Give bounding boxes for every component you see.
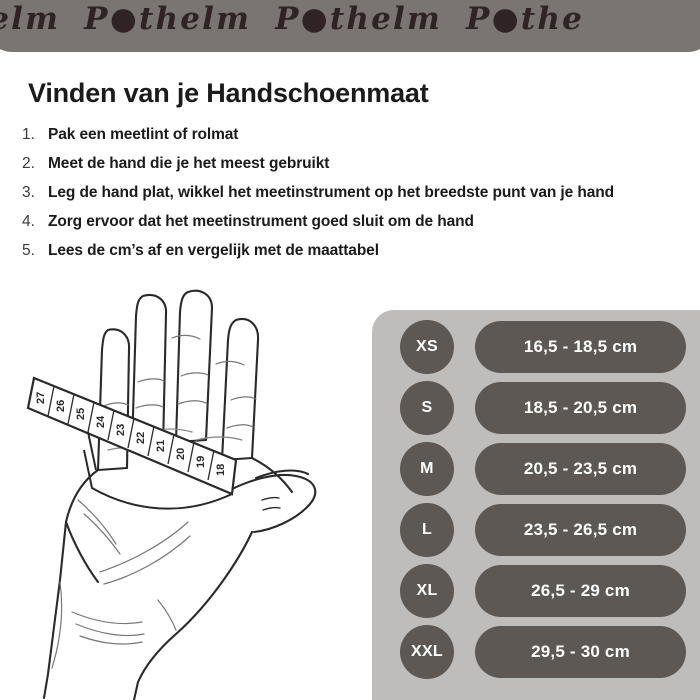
list-item: 2. Meet de hand die je het meest gebruik… bbox=[22, 155, 672, 184]
step-text: Leg de hand plat, wikkel het meetinstrum… bbox=[48, 184, 614, 201]
size-badge: M bbox=[400, 442, 454, 496]
list-item: 5. Lees de cm’s af en vergelijk met de m… bbox=[22, 242, 672, 271]
table-row: XS 16,5 - 18,5 cm bbox=[372, 320, 700, 374]
tape-number: 22 bbox=[135, 432, 147, 444]
tape-number: 25 bbox=[75, 408, 87, 420]
step-number: 5. bbox=[22, 242, 35, 259]
size-range: 20,5 - 23,5 cm bbox=[475, 443, 686, 495]
tape-number: 18 bbox=[215, 464, 227, 476]
tape-number: 21 bbox=[155, 440, 167, 452]
table-row: S 18,5 - 20,5 cm bbox=[372, 381, 700, 435]
table-row: M 20,5 - 23,5 cm bbox=[372, 442, 700, 496]
size-badge: XS bbox=[400, 320, 454, 374]
step-number: 2. bbox=[22, 155, 35, 172]
brand-banner-text: thelm P●thelm P●thelm P●the bbox=[0, 0, 608, 39]
brand-word-partial: thelm bbox=[0, 1, 61, 37]
step-number: 1. bbox=[22, 126, 35, 143]
brand-banner: thelm P●thelm P●thelm P●the bbox=[0, 0, 700, 52]
tape-number: 27 bbox=[35, 392, 47, 404]
step-number: 4. bbox=[22, 213, 35, 230]
size-badge: S bbox=[400, 381, 454, 435]
step-text: Pak een meetlint of rolmat bbox=[48, 126, 239, 143]
table-row: L 23,5 - 26,5 cm bbox=[372, 503, 700, 557]
measuring-tape-lower-wrap bbox=[83, 431, 233, 510]
tape-number: 19 bbox=[195, 456, 207, 468]
tape-number: 20 bbox=[175, 448, 187, 460]
step-text: Zorg ervoor dat het meetinstrument goed … bbox=[48, 213, 474, 230]
list-item: 4. Zorg ervoor dat het meetinstrument go… bbox=[22, 213, 672, 242]
size-range: 23,5 - 26,5 cm bbox=[475, 504, 686, 556]
tape-number: 23 bbox=[115, 424, 127, 436]
size-range: 16,5 - 18,5 cm bbox=[475, 321, 686, 373]
table-row: XXL 29,5 - 30 cm bbox=[372, 625, 700, 679]
hand-with-measuring-tape-illustration: 27 26 25 24 23 22 21 20 19 18 bbox=[26, 289, 317, 700]
table-row: XL 26,5 - 29 cm bbox=[372, 564, 700, 618]
size-badge: L bbox=[400, 503, 454, 557]
list-item: 3. Leg de hand plat, wikkel het meetinst… bbox=[22, 184, 672, 213]
helmet-icon: ● bbox=[300, 1, 330, 37]
tape-number: 24 bbox=[95, 415, 107, 428]
size-range: 26,5 - 29 cm bbox=[475, 565, 686, 617]
size-range: 29,5 - 30 cm bbox=[475, 626, 686, 678]
size-table-panel: XS 16,5 - 18,5 cm S 18,5 - 20,5 cm M 20,… bbox=[372, 310, 700, 700]
helmet-icon: ● bbox=[491, 1, 521, 37]
brand-word-3: P●the bbox=[466, 1, 584, 37]
step-text: Lees de cm’s af en vergelijk met de maat… bbox=[48, 242, 379, 259]
page-title: Vinden van je Handschoenmaat bbox=[28, 78, 429, 108]
size-range: 18,5 - 20,5 cm bbox=[475, 382, 686, 434]
tape-number: 26 bbox=[55, 400, 67, 412]
list-item: 1. Pak een meetlint of rolmat bbox=[22, 126, 672, 155]
size-badge: XL bbox=[400, 564, 454, 618]
size-badge: XXL bbox=[400, 625, 454, 679]
step-text: Meet de hand die je het meest gebruikt bbox=[48, 155, 330, 172]
steps-list: 1. Pak een meetlint of rolmat 2. Meet de… bbox=[22, 126, 672, 271]
step-number: 3. bbox=[22, 184, 35, 201]
tape-numbers: 27 26 25 24 23 22 21 20 19 18 bbox=[35, 392, 227, 476]
brand-word-2: P●thelm bbox=[275, 1, 443, 37]
helmet-icon: ● bbox=[109, 1, 139, 37]
brand-word-1: P●thelm bbox=[84, 1, 252, 37]
measuring-tape bbox=[26, 376, 238, 496]
